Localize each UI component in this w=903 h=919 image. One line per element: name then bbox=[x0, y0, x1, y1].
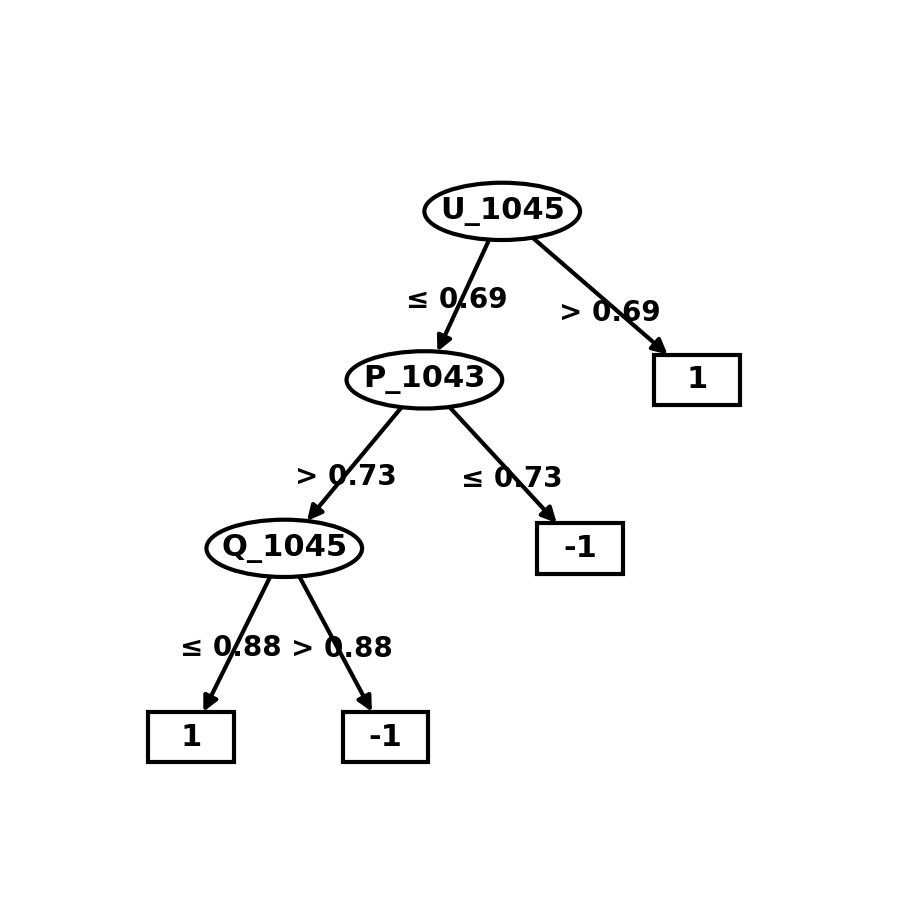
FancyBboxPatch shape bbox=[148, 711, 233, 763]
Text: > 0.69: > 0.69 bbox=[558, 299, 660, 327]
Text: > 0.88: > 0.88 bbox=[291, 635, 392, 663]
Ellipse shape bbox=[206, 520, 362, 577]
Text: ≤ 0.73: ≤ 0.73 bbox=[461, 465, 562, 493]
FancyBboxPatch shape bbox=[653, 355, 739, 405]
Text: ≤ 0.88: ≤ 0.88 bbox=[180, 634, 281, 662]
Text: P_1043: P_1043 bbox=[363, 366, 485, 394]
Text: -1: -1 bbox=[563, 534, 596, 562]
FancyBboxPatch shape bbox=[342, 711, 428, 763]
Text: U_1045: U_1045 bbox=[439, 197, 564, 226]
Ellipse shape bbox=[346, 351, 502, 408]
Ellipse shape bbox=[424, 183, 580, 240]
Text: ≤ 0.69: ≤ 0.69 bbox=[405, 287, 507, 314]
Text: 1: 1 bbox=[685, 366, 707, 394]
Text: > 0.73: > 0.73 bbox=[294, 462, 396, 491]
Text: 1: 1 bbox=[180, 722, 201, 752]
Text: Q_1045: Q_1045 bbox=[221, 534, 347, 562]
Text: -1: -1 bbox=[368, 722, 402, 752]
FancyBboxPatch shape bbox=[536, 523, 622, 573]
